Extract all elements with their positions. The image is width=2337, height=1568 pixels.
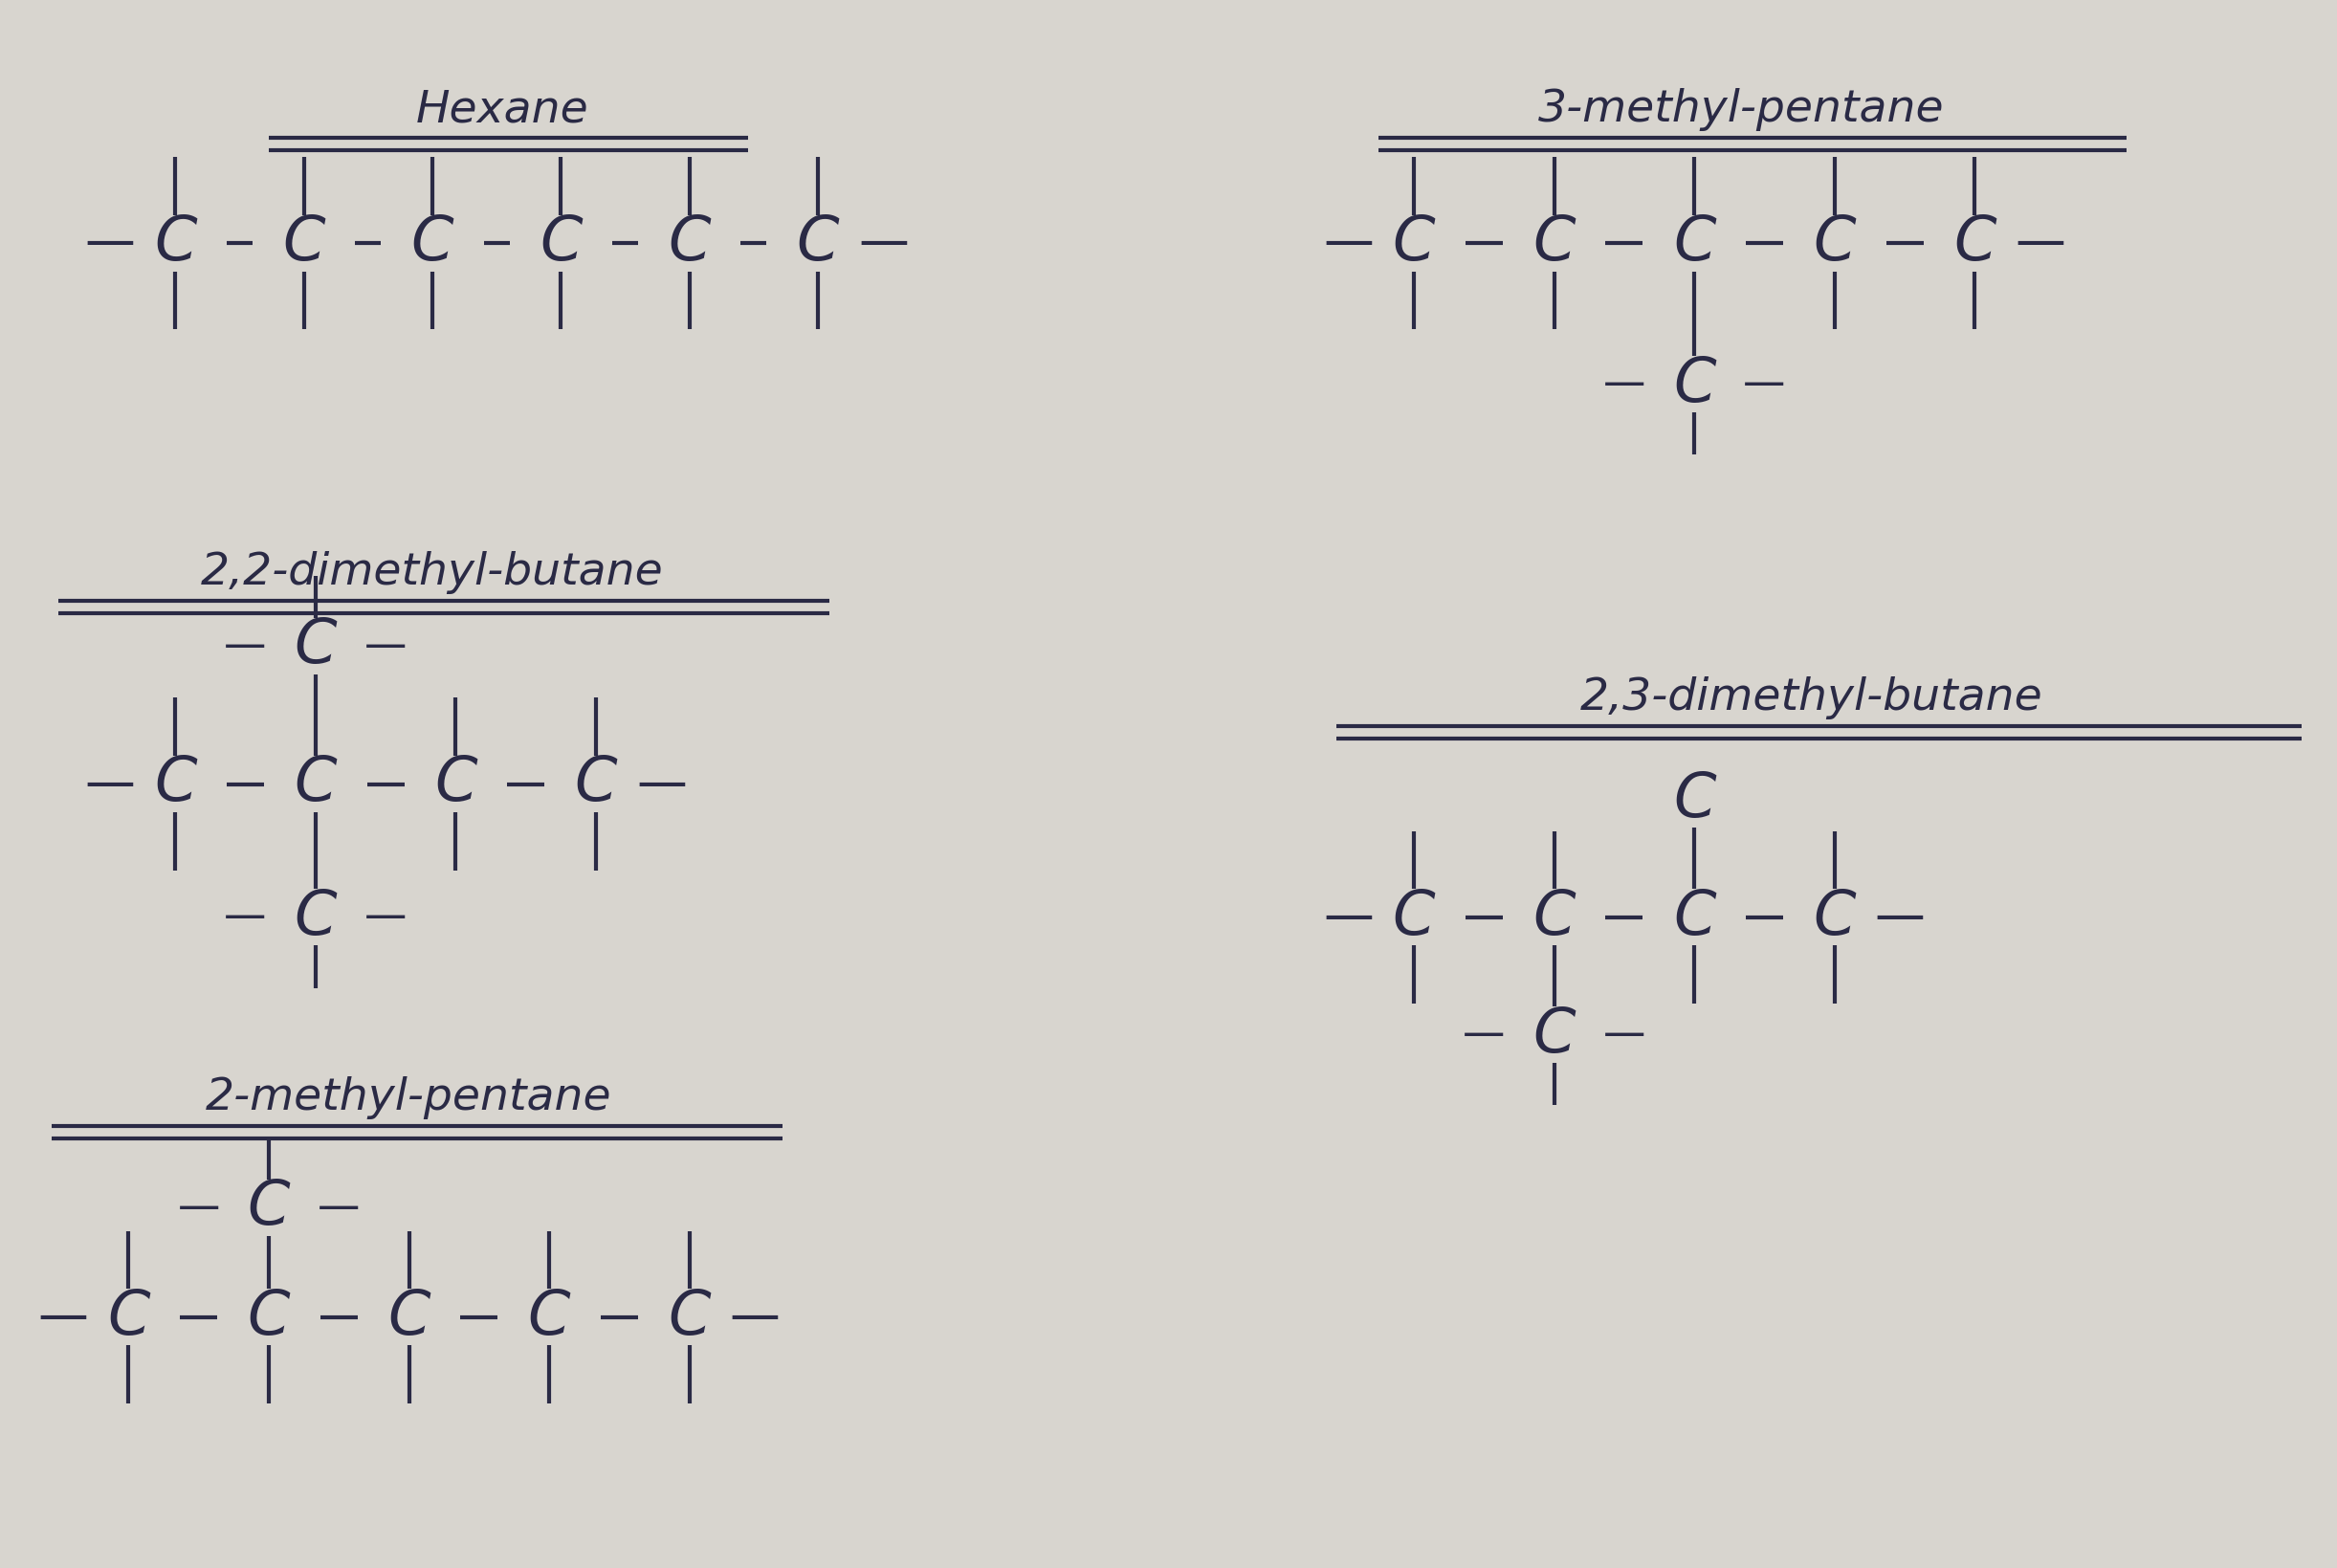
Text: C: C [540,213,582,273]
Text: C: C [1393,887,1435,947]
Text: C: C [283,213,325,273]
Text: C: C [154,754,196,814]
Text: —: — [318,1187,360,1228]
Text: C: C [108,1287,150,1347]
Text: C: C [1673,213,1715,273]
Text: C: C [1814,213,1856,273]
Text: C: C [1673,770,1715,829]
Text: C: C [1814,887,1856,947]
Text: —: — [224,626,266,666]
Text: C: C [294,887,337,947]
Text: —: — [1603,364,1645,405]
Text: —: — [729,1292,781,1342]
Text: —: — [37,1292,89,1342]
Text: 3-methyl-pentane: 3-methyl-pentane [1538,88,1944,132]
Text: —: — [84,218,136,268]
Text: C: C [1673,354,1715,414]
Text: C: C [668,213,710,273]
Text: Hexane: Hexane [416,88,589,132]
Text: C: C [388,1287,430,1347]
Text: —: — [224,897,266,938]
Text: C: C [528,1287,570,1347]
Text: C: C [248,1178,290,1237]
Text: 2-methyl-pentane: 2-methyl-pentane [206,1076,612,1120]
Text: —: — [858,218,909,268]
Text: C: C [1533,887,1575,947]
Text: C: C [668,1287,710,1347]
Text: C: C [435,754,477,814]
Text: —: — [1743,364,1785,405]
Text: 2,2-dimethyl-butane: 2,2-dimethyl-butane [201,550,664,594]
Text: C: C [248,1287,290,1347]
Text: —: — [1323,218,1374,268]
Text: —: — [1463,1014,1505,1055]
Text: C: C [154,213,196,273]
Text: C: C [1393,213,1435,273]
Text: —: — [365,897,407,938]
Text: —: — [178,1187,220,1228]
Text: C: C [797,213,839,273]
Text: —: — [636,759,687,809]
Text: C: C [1954,213,1996,273]
Text: 2,3-dimethyl-butane: 2,3-dimethyl-butane [1580,676,2043,720]
Text: —: — [365,626,407,666]
Text: C: C [575,754,617,814]
Text: C: C [411,213,453,273]
Text: C: C [1533,213,1575,273]
Text: —: — [1874,892,1926,942]
Text: —: — [1603,1014,1645,1055]
Text: C: C [1533,1005,1575,1065]
Text: C: C [294,616,337,676]
Text: —: — [2014,218,2066,268]
Text: —: — [1323,892,1374,942]
Text: —: — [84,759,136,809]
Text: C: C [294,754,337,814]
Text: C: C [1673,887,1715,947]
